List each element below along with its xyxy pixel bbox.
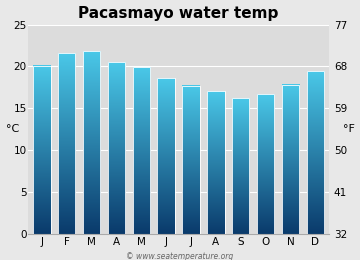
- Bar: [83, 51, 100, 234]
- Bar: [182, 86, 200, 234]
- Bar: [257, 94, 274, 234]
- Bar: [207, 92, 225, 234]
- Title: Pacasmayo water temp: Pacasmayo water temp: [78, 5, 279, 21]
- Bar: [132, 67, 150, 234]
- Bar: [282, 85, 299, 234]
- Bar: [157, 78, 175, 234]
- Bar: [307, 72, 324, 234]
- Bar: [232, 98, 249, 234]
- Y-axis label: °C: °C: [5, 124, 19, 134]
- Bar: [33, 66, 51, 234]
- Y-axis label: °F: °F: [343, 124, 355, 134]
- Text: © www.seatemperature.org: © www.seatemperature.org: [126, 252, 234, 260]
- Bar: [58, 53, 76, 234]
- Bar: [108, 62, 125, 234]
